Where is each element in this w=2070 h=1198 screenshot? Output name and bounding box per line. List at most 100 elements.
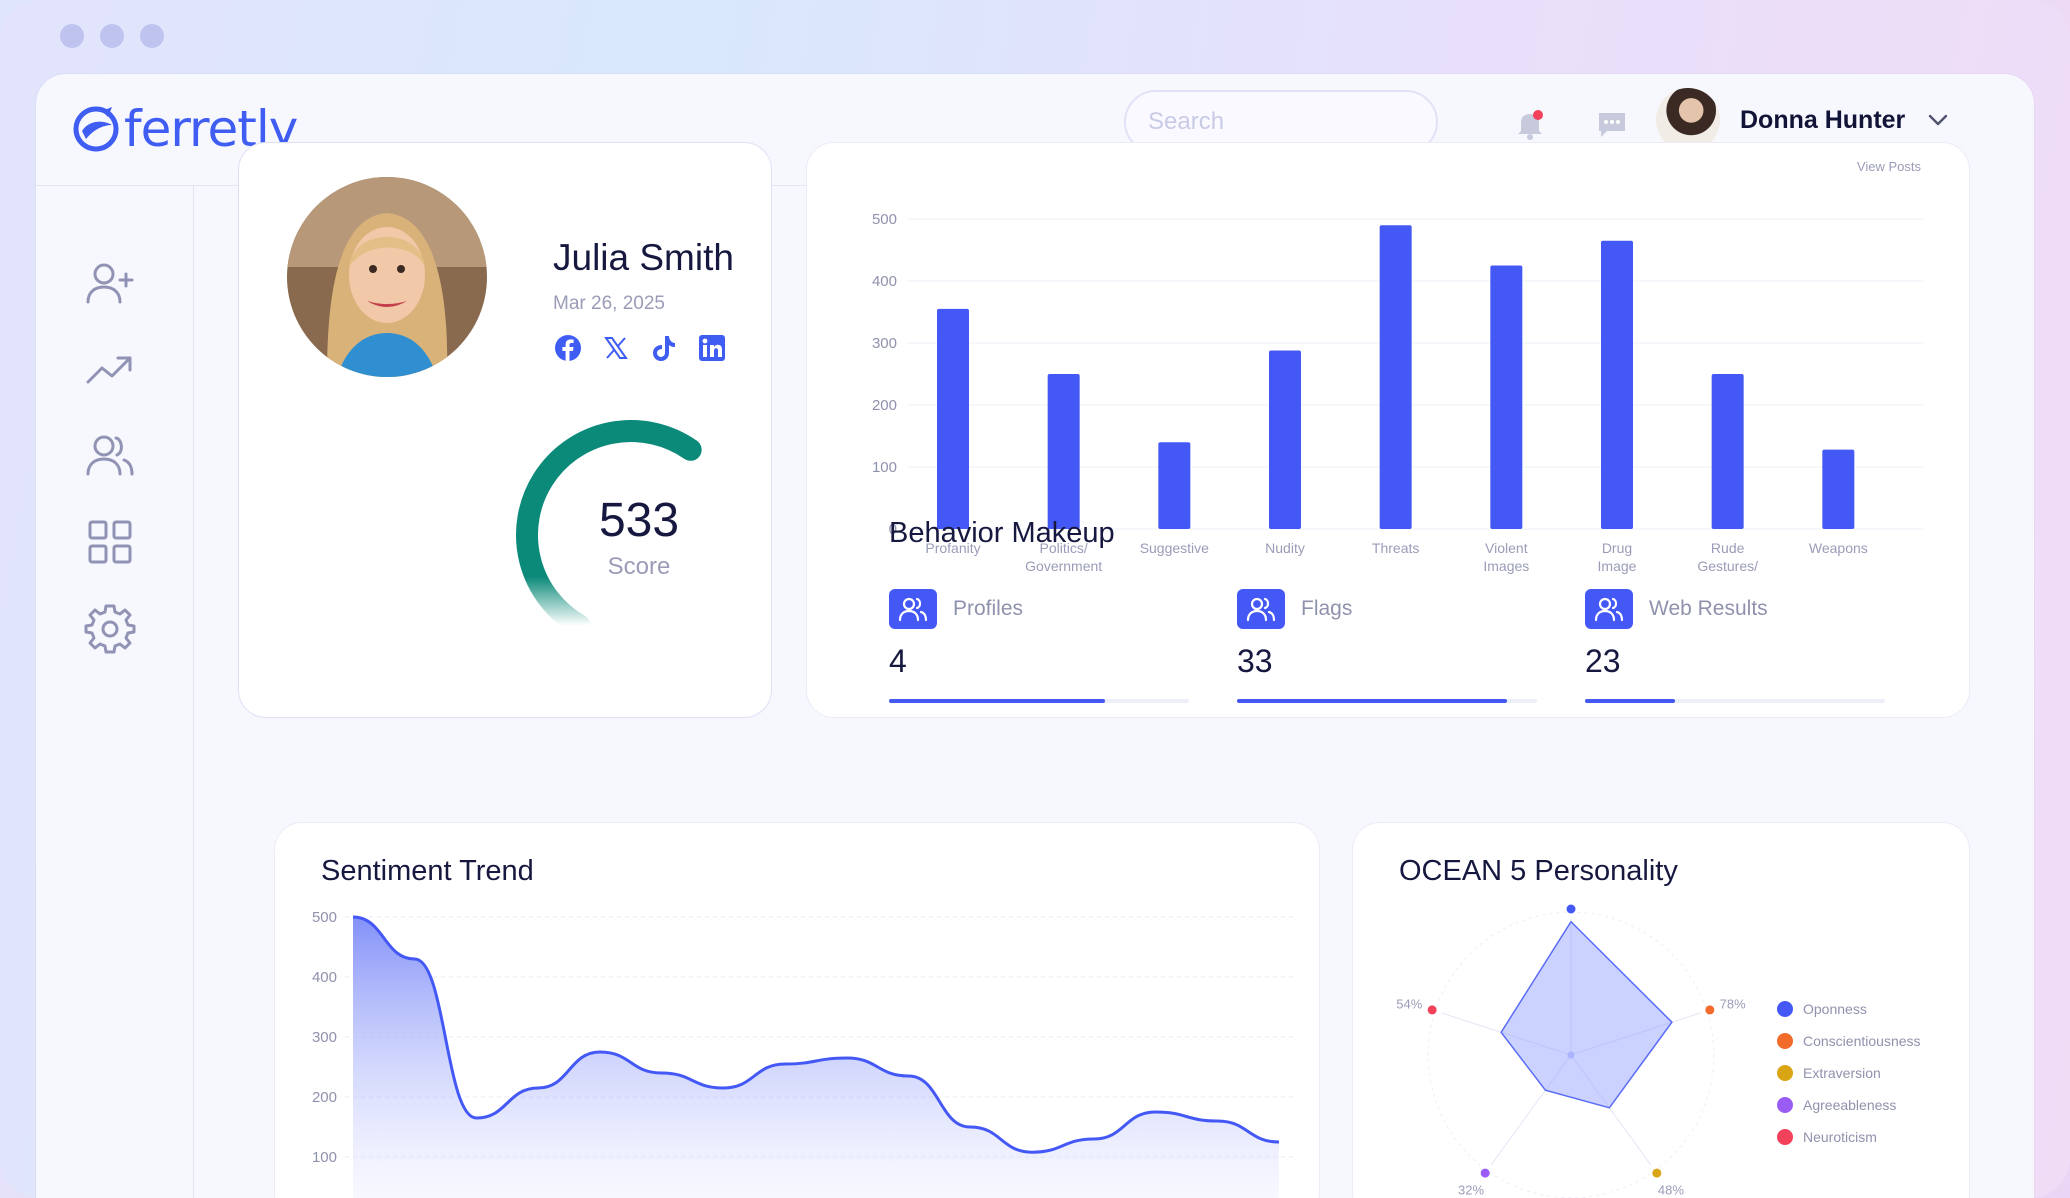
- ocean-card: OCEAN 5 Personality 98%78%48%32%54% Opon…: [1352, 822, 1970, 1198]
- tiktok-link[interactable]: [649, 333, 679, 363]
- bar: [937, 308, 969, 529]
- profile-name: Julia Smith: [553, 237, 734, 278]
- legend-item[interactable]: Conscientiousness: [1777, 1025, 1921, 1057]
- x-tick-label: Threats: [1372, 540, 1419, 556]
- profile-date: Mar 26, 2025: [553, 293, 665, 314]
- legend-label: Conscientiousness: [1803, 1033, 1921, 1049]
- stat-label: Profiles: [953, 597, 1024, 620]
- legend-dot: [1777, 1065, 1793, 1081]
- sidebar-item-trending[interactable]: [82, 342, 138, 398]
- radar-value-label: 54%: [1396, 997, 1422, 1012]
- behavior-card: View Posts 0 100 200 300 400 500 Profanity Poli…: [806, 142, 1970, 718]
- window-dot-close[interactable]: [60, 24, 84, 48]
- radar-axis: [1570, 1054, 1652, 1166]
- sidebar-item-add-user[interactable]: [82, 256, 138, 312]
- stat-progress-fill: [889, 699, 1105, 703]
- linkedin-link[interactable]: [697, 333, 727, 363]
- y-tick-label: 100: [312, 1149, 337, 1166]
- legend-item[interactable]: Oponness: [1777, 993, 1921, 1025]
- radar-axis: [1441, 1012, 1572, 1056]
- behavior-title: Behavior Makeup: [889, 517, 1115, 549]
- window-controls: [60, 24, 164, 48]
- bar: [1269, 350, 1301, 529]
- profile-card: Julia Smith Mar 26, 2025: [238, 142, 772, 718]
- x-link[interactable]: [601, 333, 631, 363]
- stat-progress-fill: [1237, 699, 1507, 703]
- notification-button[interactable]: [1510, 104, 1550, 144]
- user-name[interactable]: Donna Hunter: [1740, 105, 1906, 134]
- y-tick-label: 0: [889, 521, 897, 538]
- stat-value: 33: [1237, 643, 1273, 679]
- sentiment-line: [352, 915, 1280, 1154]
- avatar[interactable]: [1656, 88, 1720, 152]
- chevron-down-icon[interactable]: [1925, 107, 1951, 133]
- score-value: 533: [598, 494, 680, 547]
- sidebar: [36, 186, 194, 1198]
- x-tick-label: Profanity: [925, 540, 980, 556]
- users-icon: [889, 589, 937, 629]
- x-tick-label: Suggestive: [1140, 540, 1209, 556]
- stat-web-results[interactable]: Web Results 23: [1585, 589, 1885, 703]
- sidebar-item-dashboard[interactable]: [82, 514, 138, 570]
- search-input[interactable]: [1148, 108, 1458, 136]
- sentiment-area: [353, 917, 1279, 1198]
- radar-value-label: 32%: [1458, 1182, 1484, 1197]
- users-icon: [1237, 589, 1285, 629]
- legend-item[interactable]: Extraversion: [1777, 1057, 1921, 1089]
- bar: [1601, 240, 1633, 529]
- y-tick-label: 200: [312, 1089, 337, 1106]
- stat-progress-track: [1237, 699, 1537, 703]
- gear-icon: [84, 604, 136, 654]
- stat-progress-track: [1585, 699, 1885, 703]
- facebook-link[interactable]: [553, 333, 583, 363]
- x-tick-label: Drug: [1602, 540, 1632, 556]
- sidebar-item-users[interactable]: [82, 428, 138, 484]
- user-plus-icon: [86, 263, 134, 304]
- window-dot-maximize[interactable]: [140, 24, 164, 48]
- sidebar-item-settings[interactable]: [82, 600, 138, 656]
- bar: [1822, 449, 1855, 529]
- stat-label: Web Results: [1649, 597, 1768, 620]
- radar-point: [1427, 1005, 1437, 1015]
- radar-point: [1652, 1168, 1662, 1178]
- x-tick-label: Nudity: [1265, 540, 1305, 556]
- legend-item[interactable]: Neuroticism: [1777, 1121, 1921, 1153]
- x-tick-label: Gestures/: [1697, 558, 1758, 574]
- x-tick-label: Symbbols: [1697, 576, 1758, 579]
- radar-point: [1566, 904, 1576, 914]
- y-tick-label: 300: [872, 335, 897, 352]
- window-dot-minimize[interactable]: [100, 24, 124, 48]
- bar: [1158, 442, 1191, 529]
- stat-profiles[interactable]: Profiles 4: [889, 589, 1189, 703]
- view-posts-link[interactable]: View Posts: [1856, 159, 1921, 174]
- sentiment-title: Sentiment Trend: [321, 855, 534, 887]
- radar-axis: [1570, 1012, 1701, 1056]
- radar-point: [1480, 1168, 1490, 1178]
- linkedin-icon: [699, 335, 725, 361]
- bar: [1379, 225, 1412, 529]
- ocean-legend: Oponness Conscientiousness Extraversion …: [1777, 993, 1921, 1153]
- y-tick-label: 400: [312, 969, 337, 986]
- x-icon: [604, 337, 628, 359]
- legend-label: Oponness: [1803, 1001, 1867, 1017]
- y-tick-label: 300: [312, 1029, 337, 1046]
- radar-point: [1705, 1005, 1715, 1015]
- chat-icon: [1599, 113, 1625, 137]
- bell-icon: [1518, 110, 1543, 140]
- behavior-bar-chart: 0 100 200 300 400 500 Profanity Politics/Govern…: [872, 211, 1923, 579]
- radar-value-label: 48%: [1658, 1182, 1684, 1197]
- stat-label: Flags: [1301, 597, 1353, 620]
- user-menu[interactable]: Donna Hunter: [1656, 88, 1951, 152]
- legend-dot: [1777, 1033, 1793, 1049]
- stat-flags[interactable]: Flags 33: [1237, 589, 1537, 703]
- ocean-radar-chart: 98%78%48%32%54%: [1396, 904, 1746, 1198]
- stat-progress-fill: [1585, 699, 1675, 703]
- x-tick-label: Violent: [1485, 540, 1528, 556]
- facebook-icon: [555, 335, 581, 361]
- messages-button[interactable]: [1592, 104, 1632, 144]
- legend-item[interactable]: Agreeableness: [1777, 1089, 1921, 1121]
- legend-label: Neuroticism: [1803, 1129, 1877, 1145]
- trending-up-icon: [86, 356, 132, 384]
- x-tick-label: Weapons: [1809, 540, 1868, 556]
